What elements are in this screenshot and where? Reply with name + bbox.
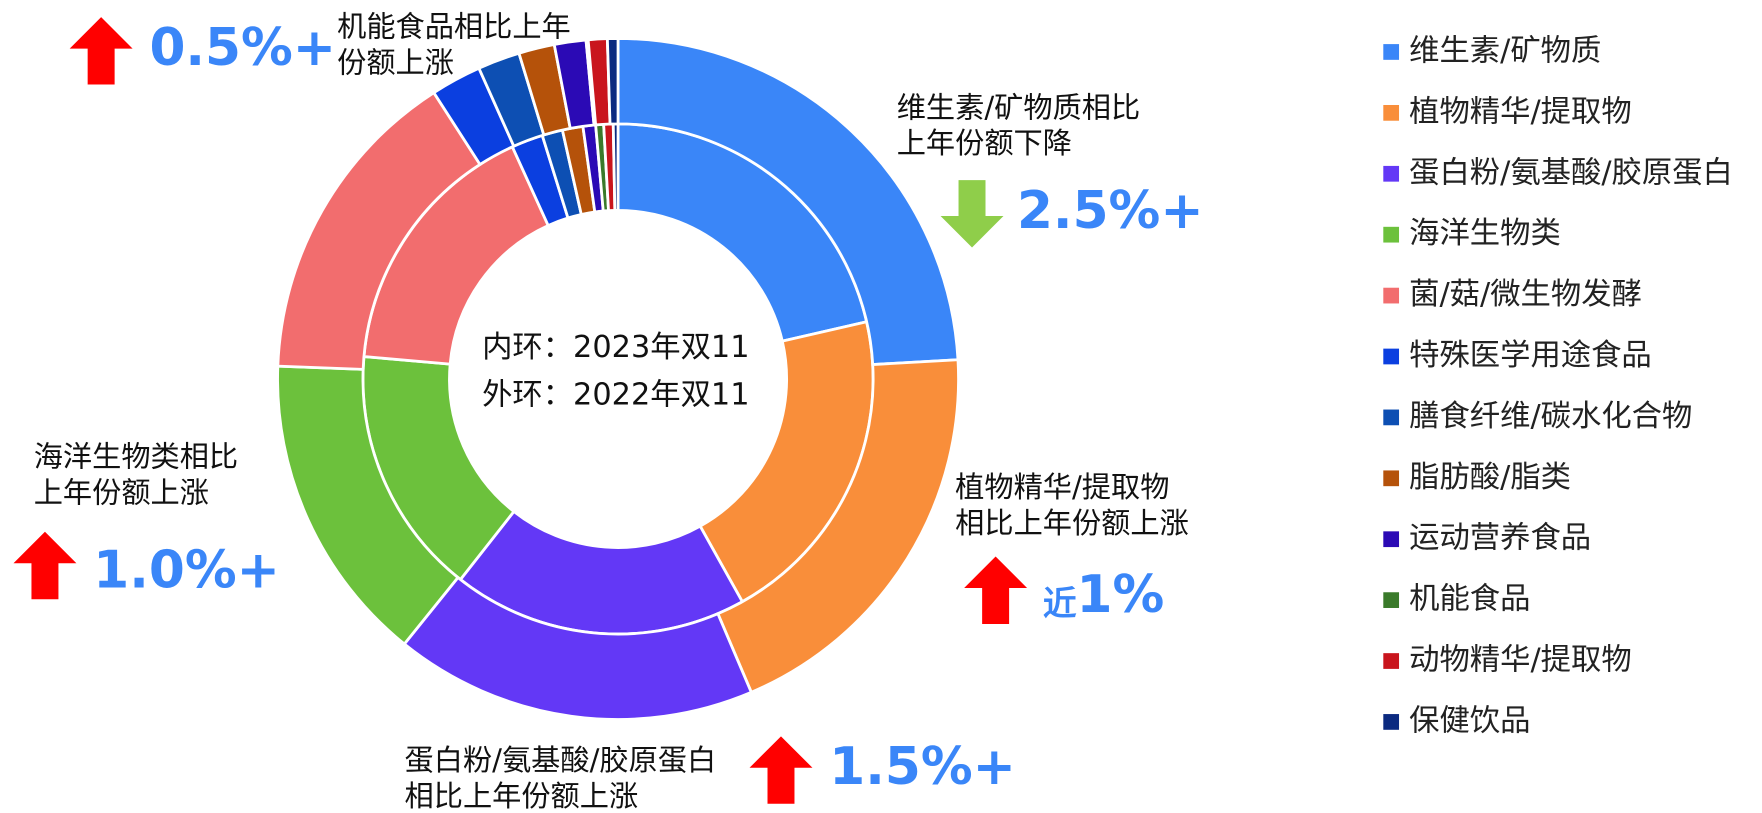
annotation-text: 维生素/矿物质相比 <box>897 90 1140 124</box>
legend-label: 菌/菇/微生物发酵 <box>1409 277 1642 312</box>
change-number: 2.5%+ <box>1017 181 1204 241</box>
legend-label: 膳食纤维/碳水化合物 <box>1409 399 1692 434</box>
legend-swatch <box>1383 714 1400 730</box>
legend-label: 植物精华/提取物 <box>1409 94 1632 129</box>
arrow-down <box>940 180 1004 248</box>
annotation-text: 海洋生物类相比 <box>34 440 238 474</box>
change-value: 2.5%+ <box>1017 181 1204 241</box>
annotation-text: 份额上涨 <box>337 45 454 79</box>
legend-label: 机能食品 <box>1409 582 1530 617</box>
legend-label: 维生素/矿物质 <box>1409 33 1601 68</box>
legend-swatch <box>1383 44 1400 60</box>
legend-label: 脂肪酸/脂类 <box>1409 460 1571 495</box>
change-value: 0.5%+ <box>149 18 336 78</box>
legend-swatch <box>1383 226 1400 243</box>
annotation-text: 机能食品相比上年 <box>337 9 571 43</box>
legend-swatch <box>1383 165 1400 182</box>
donut-segment <box>611 122 620 212</box>
legend-label: 特殊医学用途食品 <box>1409 338 1652 373</box>
legend-label: 保健饮品 <box>1409 703 1530 738</box>
annotation-text: 植物精华/提取物 <box>955 470 1169 504</box>
annotation-text: 蛋白粉/氨基酸/胶原蛋白 <box>405 743 717 777</box>
legend-label: 运动营养食品 <box>1409 521 1591 556</box>
annotation-text: 上年份额下降 <box>897 126 1072 160</box>
change-value: 1.0%+ <box>93 540 280 600</box>
legend-swatch <box>1383 287 1400 304</box>
legend-swatch <box>1383 348 1400 365</box>
arrow-up <box>13 531 77 600</box>
arrow-up <box>749 736 813 804</box>
arrow-up <box>964 556 1028 624</box>
change-prefix: 近 <box>1043 583 1077 622</box>
change-number: 1.0%+ <box>93 540 280 600</box>
change-number: 1% <box>1077 565 1165 625</box>
legend-swatch <box>1383 470 1400 487</box>
legend-swatch <box>1383 409 1400 426</box>
annotation-text: 上年份额上涨 <box>34 476 209 510</box>
annotation-text: 相比上年份额上涨 <box>955 506 1189 540</box>
annotation-text: 相比上年份额上涨 <box>405 779 639 813</box>
change-number: 0.5%+ <box>149 18 336 78</box>
outer-ring-label: 外环：2022年双11 <box>482 377 749 412</box>
donut-segment <box>605 37 620 126</box>
legend-swatch <box>1383 531 1400 548</box>
legend-label: 海洋生物类 <box>1409 216 1561 251</box>
arrow-up <box>69 17 133 85</box>
change-value: 1.5%+ <box>829 737 1016 797</box>
legend-swatch <box>1383 653 1400 669</box>
legend-swatch <box>1383 592 1400 608</box>
donut <box>276 37 960 721</box>
inner-ring-label: 内环：2023年双11 <box>482 330 749 365</box>
legend-label: 蛋白粉/氨基酸/胶原蛋白 <box>1409 155 1733 190</box>
change-value: 近1% <box>1043 565 1164 625</box>
legend-swatch <box>1383 105 1400 121</box>
legend-label: 动物精华/提取物 <box>1409 643 1632 678</box>
change-number: 1.5%+ <box>829 737 1016 797</box>
